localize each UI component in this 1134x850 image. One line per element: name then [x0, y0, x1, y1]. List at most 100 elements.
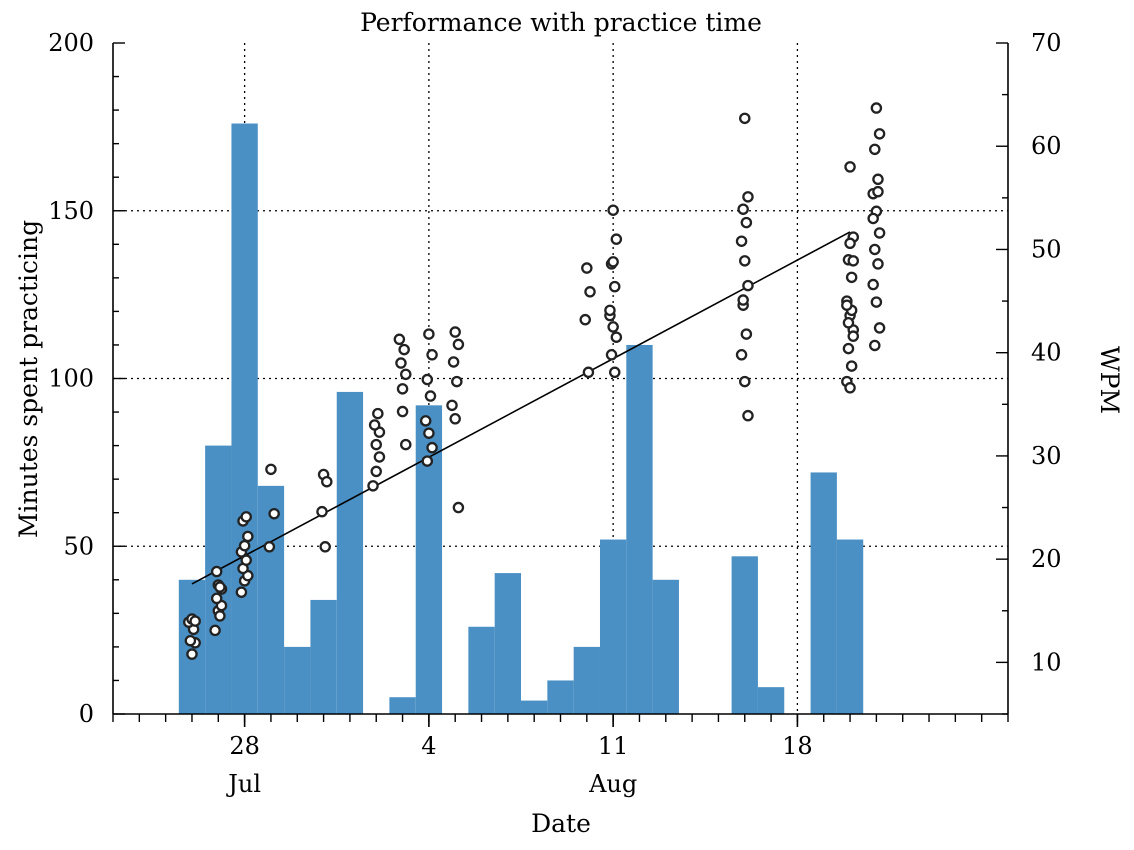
scatter-point-98 — [845, 360, 858, 372]
axes: 0 50 100 150 200 10 20 30 40 50 60 70 28 Jul 4 11 Aug 18 — [48, 29, 1061, 798]
scatter-point-90 — [844, 161, 856, 173]
scatter-point-2 — [184, 634, 197, 647]
scatter-point-101 — [847, 330, 860, 342]
bar-18 — [652, 579, 679, 714]
scatter-point-21 — [238, 539, 251, 552]
scatter-point-75 — [604, 304, 616, 317]
scatter-point-121 — [867, 212, 879, 225]
scatter-point-102 — [842, 317, 855, 329]
y-tick-label-200: 200 — [48, 29, 94, 57]
scatter-point-33 — [370, 438, 382, 451]
y2-tick-label-10: 10 — [1031, 648, 1062, 676]
scatter-point-22 — [242, 530, 254, 543]
scatter-point-58 — [451, 375, 463, 388]
y-tick-label-0: 0 — [79, 700, 94, 728]
bar-15 — [573, 646, 600, 714]
scatter-point-41 — [400, 368, 412, 381]
scatter-point-30 — [321, 475, 333, 488]
scatter-point-37 — [367, 480, 379, 492]
y2-tick-label-20: 20 — [1031, 545, 1062, 573]
bar-3 — [257, 485, 285, 714]
scatter-point-10 — [214, 610, 226, 622]
y-tick-label-50: 50 — [63, 532, 94, 560]
scatter-point-113 — [873, 227, 886, 239]
bar-13 — [521, 700, 548, 714]
bar-8 — [389, 697, 416, 714]
bar-16 — [599, 539, 627, 714]
scatter-point-52 — [423, 427, 435, 439]
scatter-point-35 — [368, 419, 381, 431]
scatter-point-117 — [870, 296, 883, 308]
y2-tick-label-30: 30 — [1031, 442, 1062, 470]
scatter-point-104 — [841, 299, 853, 311]
x-tick-label-2: 11 — [598, 732, 629, 760]
bar-21 — [731, 556, 758, 714]
scatter-point-87 — [739, 375, 751, 388]
scatter-point-73 — [605, 349, 618, 361]
x-axis-label: Date — [531, 809, 591, 838]
scatter-point-115 — [872, 258, 884, 270]
scatter-point-50 — [424, 390, 437, 402]
scatter-point-67 — [610, 233, 623, 245]
scatter-point-28 — [263, 541, 276, 553]
scatter-point-53 — [426, 441, 438, 454]
bar-6 — [336, 391, 364, 714]
bar-11 — [468, 626, 495, 714]
scatter-point-48 — [426, 349, 438, 361]
scatter-point-61 — [452, 501, 465, 514]
scatter-point-71 — [607, 321, 619, 333]
scatter-point-62 — [581, 262, 593, 274]
scatter-point-14 — [210, 565, 223, 578]
bar-14 — [547, 680, 574, 714]
bar-series — [178, 123, 864, 714]
scatter-point-76 — [607, 256, 619, 268]
scatter-point-83 — [742, 279, 754, 292]
bar-5 — [310, 599, 337, 714]
trend-line-series — [191, 231, 851, 585]
scatter-point-108 — [873, 128, 886, 140]
scatter-point-63 — [584, 286, 596, 298]
y2-tick-label-40: 40 — [1031, 339, 1062, 367]
x-month-label-0: Jul — [225, 770, 261, 798]
y2-tick-label-70: 70 — [1031, 29, 1062, 57]
scatter-point-9 — [210, 592, 223, 605]
wpm-scatter-series — [183, 102, 886, 660]
scatter-point-110 — [872, 173, 884, 186]
scatter-point-38 — [370, 465, 382, 478]
x-tick-label-0: 28 — [229, 732, 260, 760]
scatter-point-107 — [870, 102, 883, 114]
scatter-point-69 — [608, 280, 621, 293]
scatter-point-6 — [189, 615, 201, 627]
y2-tick-label-60: 60 — [1031, 132, 1062, 160]
scatter-point-86 — [735, 349, 748, 361]
y-tick-label-150: 150 — [48, 197, 94, 225]
scatter-point-89 — [737, 294, 749, 306]
scatter-point-55 — [449, 326, 461, 338]
bar-24 — [810, 472, 837, 714]
scatter-point-109 — [869, 143, 881, 156]
bar-2 — [231, 123, 258, 714]
scatter-point-49 — [421, 373, 434, 386]
scatter-point-93 — [845, 271, 858, 284]
scatter-point-79 — [737, 203, 749, 215]
scatter-point-11 — [209, 624, 221, 637]
scatter-point-40 — [396, 383, 409, 395]
y2-tick-label-50: 50 — [1031, 235, 1062, 263]
scatter-point-26 — [265, 463, 277, 476]
scatter-point-25 — [235, 586, 248, 598]
scatter-point-54 — [421, 455, 434, 467]
scatter-point-85 — [740, 328, 753, 340]
bar-17 — [626, 344, 653, 714]
scatter-point-74 — [608, 366, 621, 379]
x-month-label-2: Aug — [588, 770, 637, 798]
scatter-point-44 — [393, 333, 406, 346]
scatter-point-51 — [419, 415, 432, 427]
y2-axis-label: WPM — [1095, 346, 1124, 414]
scatter-point-88 — [742, 409, 754, 422]
scatter-point-66 — [607, 204, 619, 216]
y-tick-label-100: 100 — [48, 365, 94, 393]
scatter-point-59 — [446, 399, 458, 412]
scatter-point-27 — [268, 507, 280, 520]
scatter-point-0 — [186, 648, 198, 660]
scatter-point-97 — [842, 342, 855, 355]
